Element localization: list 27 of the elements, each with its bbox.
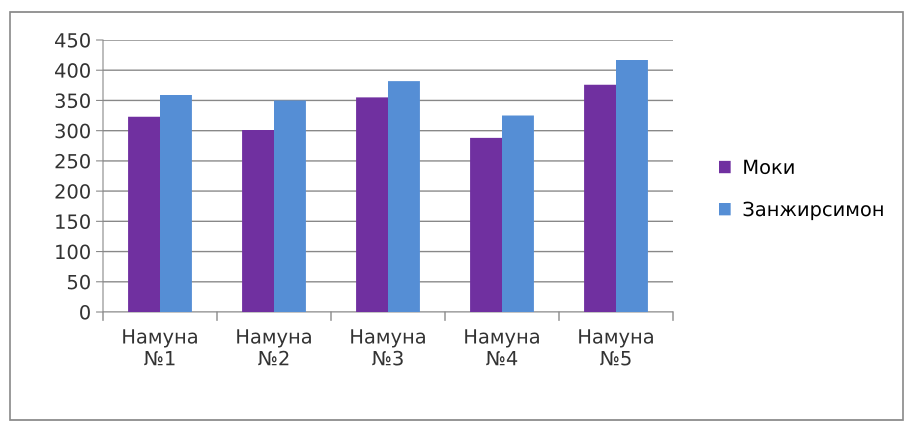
bar: [160, 95, 192, 312]
y-tick-label: 450: [55, 32, 90, 48]
y-tick-label: 0: [80, 304, 90, 320]
legend-label: Моки: [744, 160, 794, 174]
x-tick-label: Намуна №1: [123, 329, 197, 366]
bar: [502, 116, 534, 312]
y-tick-label: 300: [56, 124, 90, 138]
bar: [470, 138, 502, 312]
bar: [242, 130, 274, 312]
y-tick-label: 100: [56, 244, 90, 260]
y-tick-label: 350: [56, 93, 90, 108]
y-tick-label: 150: [56, 214, 90, 229]
y-tick-label: 200: [56, 184, 90, 199]
bar: [356, 97, 388, 312]
bar: [128, 116, 160, 312]
legend-label: Занжирсимон: [744, 202, 883, 220]
y-tick-label: 400: [55, 63, 90, 78]
x-tick-label: Намуна №3: [351, 329, 425, 366]
x-tick-label: Намуна №4: [465, 329, 539, 366]
x-tick-label: Намуна №5: [579, 329, 653, 366]
bar: [584, 84, 616, 312]
bar: [274, 100, 306, 312]
bar: [616, 60, 648, 312]
bar: [388, 81, 420, 312]
y-tick-label: 50: [68, 274, 90, 290]
y-tick-label: 250: [56, 154, 90, 169]
x-tick-label: Намуна №2: [237, 329, 311, 366]
